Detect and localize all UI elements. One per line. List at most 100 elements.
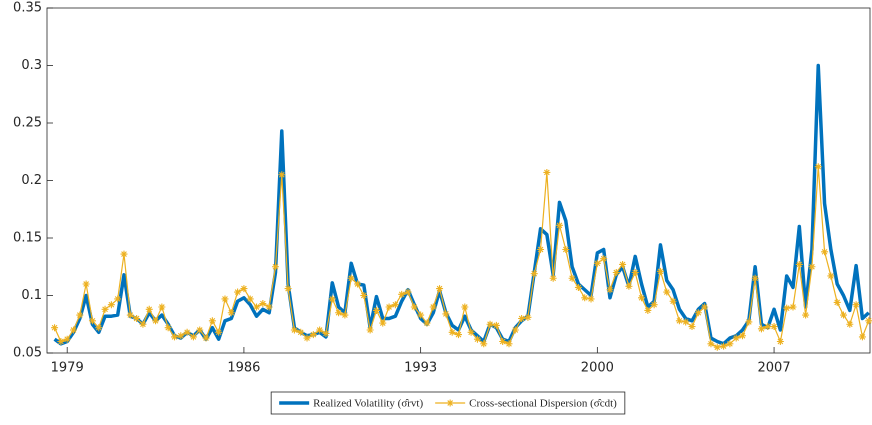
star-marker xyxy=(473,335,481,343)
star-marker xyxy=(391,301,399,309)
star-marker xyxy=(625,282,633,290)
star-marker xyxy=(88,317,96,325)
y-tick-label: 0.35 xyxy=(13,1,42,16)
star-marker xyxy=(246,295,254,303)
star-marker xyxy=(663,288,671,296)
star-marker xyxy=(789,303,797,311)
star-marker xyxy=(170,333,178,341)
star-marker xyxy=(682,318,690,326)
star-marker xyxy=(95,324,103,332)
star-marker xyxy=(480,340,488,348)
star-marker xyxy=(234,288,242,296)
star-marker xyxy=(568,274,576,282)
plot-area xyxy=(46,7,871,354)
star-marker xyxy=(701,303,709,311)
star-marker xyxy=(265,303,273,311)
star-marker xyxy=(297,328,305,336)
star-marker xyxy=(57,338,65,345)
star-marker xyxy=(284,285,292,293)
y-tick-label: 0.1 xyxy=(21,288,42,303)
star-marker xyxy=(821,248,829,256)
star-marker xyxy=(158,303,166,311)
star-marker xyxy=(189,333,197,341)
star-marker xyxy=(467,328,475,336)
y-tick-label: 0.2 xyxy=(21,173,42,188)
legend-marker xyxy=(446,399,454,407)
star-marker xyxy=(335,309,343,317)
star-marker xyxy=(63,335,71,343)
star-marker xyxy=(581,294,589,302)
star-marker xyxy=(795,260,803,268)
star-marker xyxy=(253,303,261,311)
star-marker xyxy=(271,263,279,271)
star-marker xyxy=(606,286,614,294)
x-tick-label: 1986 xyxy=(227,361,260,376)
star-marker xyxy=(114,295,122,303)
star-marker xyxy=(783,304,791,312)
star-marker xyxy=(486,320,494,328)
star-marker xyxy=(196,326,204,334)
y-tick-label: 0.25 xyxy=(13,116,42,131)
star-marker xyxy=(511,326,519,334)
star-marker xyxy=(827,272,835,280)
star-marker xyxy=(442,310,450,318)
star-marker xyxy=(802,311,810,319)
star-marker xyxy=(360,292,368,299)
star-marker xyxy=(76,311,84,319)
star-marker xyxy=(776,338,784,345)
star-marker xyxy=(562,246,570,253)
star-marker xyxy=(499,338,507,345)
star-marker xyxy=(549,274,557,282)
star-marker xyxy=(833,298,841,306)
star-marker xyxy=(707,340,715,348)
star-marker xyxy=(688,323,696,331)
star-marker xyxy=(656,267,664,275)
star-marker xyxy=(518,315,526,322)
star-marker xyxy=(574,283,582,291)
star-marker xyxy=(259,300,267,308)
star-marker xyxy=(631,269,639,276)
star-marker xyxy=(638,294,646,302)
star-marker xyxy=(240,285,248,293)
star-marker xyxy=(600,255,608,263)
series-line xyxy=(54,166,870,348)
star-marker xyxy=(852,301,860,309)
star-marker xyxy=(152,317,160,325)
star-marker xyxy=(316,326,324,334)
star-marker xyxy=(720,342,728,350)
star-marker xyxy=(328,295,336,303)
star-marker xyxy=(82,280,90,288)
star-marker xyxy=(846,320,854,328)
star-marker xyxy=(739,332,747,340)
star-marker xyxy=(120,250,128,258)
star-marker xyxy=(347,274,355,282)
star-marker xyxy=(366,326,374,334)
star-marker xyxy=(650,301,658,309)
star-marker xyxy=(612,269,620,276)
star-marker xyxy=(221,295,229,303)
y-tick-label: 0.3 xyxy=(21,58,42,73)
star-marker xyxy=(669,297,677,305)
star-marker xyxy=(341,311,349,319)
star-marker xyxy=(202,334,210,342)
star-marker xyxy=(322,329,330,337)
star-marker xyxy=(417,311,425,319)
star-marker xyxy=(208,317,216,325)
star-marker xyxy=(865,317,872,325)
star-marker xyxy=(290,326,298,334)
star-marker xyxy=(524,313,532,321)
star-marker xyxy=(555,221,563,229)
star-marker xyxy=(537,246,545,253)
legend-label: Cross-sectional Dispersion (σ̂cdt) xyxy=(469,398,617,410)
y-tick-label: 0.15 xyxy=(13,231,42,246)
star-marker xyxy=(309,331,317,339)
star-marker xyxy=(303,334,311,342)
star-marker xyxy=(133,315,141,322)
star-marker xyxy=(461,303,469,311)
star-marker xyxy=(183,328,191,336)
star-marker xyxy=(593,259,601,267)
y-tick-label: 0.05 xyxy=(13,346,42,361)
star-marker xyxy=(858,333,866,341)
star-marker xyxy=(278,171,286,179)
star-marker xyxy=(107,301,115,309)
